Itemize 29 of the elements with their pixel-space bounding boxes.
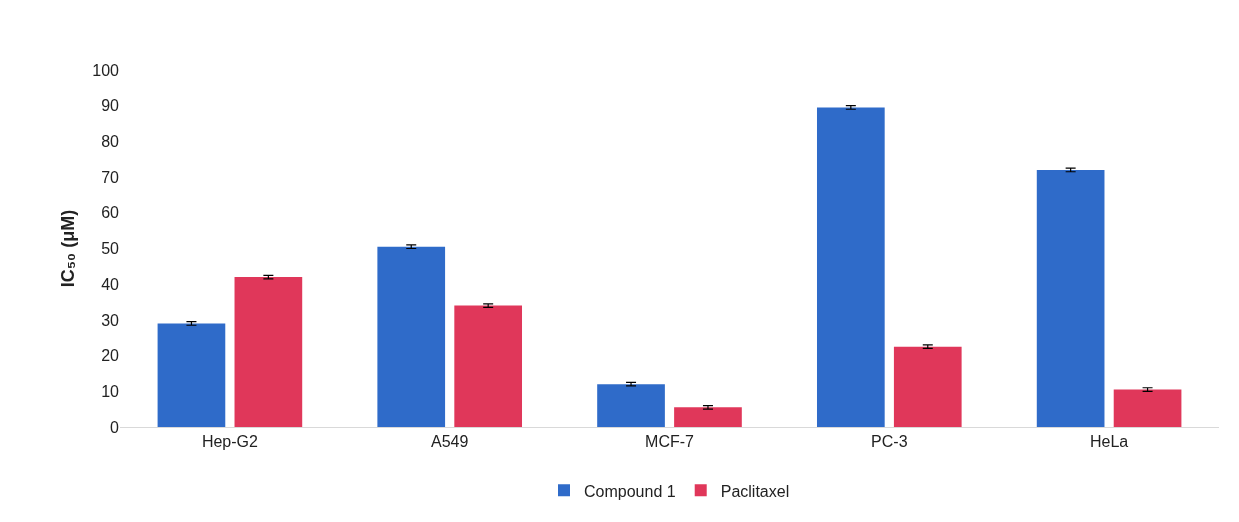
bar bbox=[674, 407, 742, 427]
y-tick-label: 50 bbox=[101, 240, 120, 258]
bar bbox=[816, 107, 885, 427]
y-axis-title: IC₅₀ (μM) bbox=[58, 209, 78, 288]
y-tick-label: 30 bbox=[101, 311, 120, 329]
legend-label: Compound 1 bbox=[584, 482, 676, 500]
bar bbox=[893, 346, 962, 427]
x-tick-label: Hep-G2 bbox=[201, 433, 259, 451]
y-tick-label: 40 bbox=[101, 275, 120, 293]
bar bbox=[1113, 389, 1182, 427]
y-tick-label: 100 bbox=[92, 61, 120, 79]
y-tick-label: 10 bbox=[101, 382, 120, 400]
bar bbox=[454, 305, 523, 427]
y-tick-label: 60 bbox=[101, 204, 120, 222]
bar bbox=[234, 277, 303, 427]
bar bbox=[377, 246, 446, 427]
bar bbox=[597, 384, 665, 427]
bar bbox=[157, 323, 226, 427]
bar bbox=[1036, 169, 1105, 427]
x-tick-label: A549 bbox=[431, 433, 469, 451]
y-tick-label: 80 bbox=[101, 133, 120, 150]
y-tick-label: 90 bbox=[101, 97, 120, 115]
y-tick-label: 70 bbox=[101, 168, 120, 186]
y-tick-label: 0 bbox=[110, 418, 120, 436]
x-tick-label: MCF-7 bbox=[645, 433, 695, 451]
y-tick-label: 20 bbox=[101, 347, 120, 365]
x-tick-label: HeLa bbox=[1089, 433, 1129, 451]
x-tick-label: PC-3 bbox=[871, 433, 908, 451]
legend-label: Paclitaxel bbox=[720, 482, 790, 500]
